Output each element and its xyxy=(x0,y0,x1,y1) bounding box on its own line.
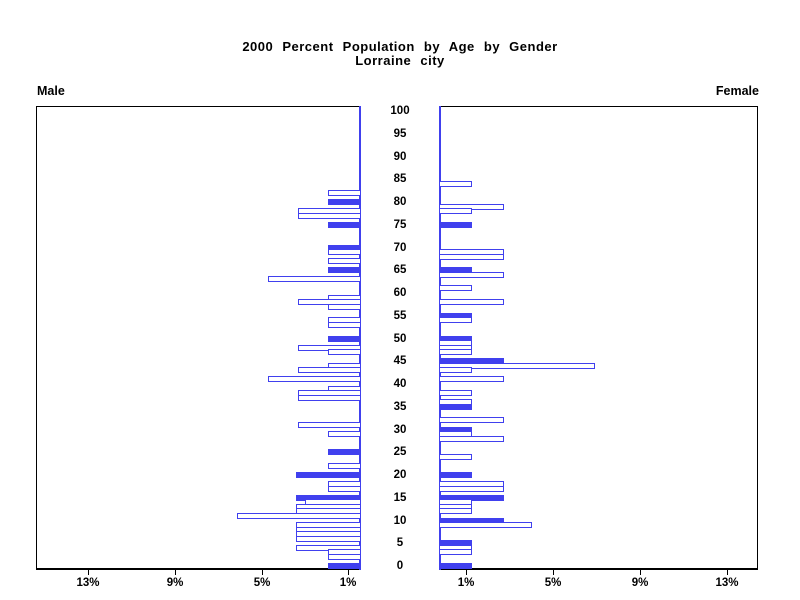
age-tick-label-15: 15 xyxy=(393,491,407,504)
male-axis-tick-1 xyxy=(348,570,349,575)
age-tick-label-0: 0 xyxy=(396,560,404,572)
male-percent-tick-label-9: 9% xyxy=(166,577,184,589)
age-tick-label-75: 75 xyxy=(393,218,407,231)
age-tick-label-90: 90 xyxy=(393,150,407,163)
male-percent-tick-label-5: 5% xyxy=(253,577,271,589)
female-percent-tick-label-5: 5% xyxy=(544,577,562,589)
female-percent-tick-label-9: 9% xyxy=(631,577,649,589)
age-tick-label-80: 80 xyxy=(393,196,407,208)
chart-title: 2000 Percent Population by Age by Gender… xyxy=(0,40,800,68)
male-axis-tick-13 xyxy=(88,570,89,575)
age-tick-label-30: 30 xyxy=(393,423,407,436)
male-percent-tick-label-13: 13% xyxy=(76,577,100,589)
female-percent-tick-label-1: 1% xyxy=(457,577,475,589)
age-tick-label-35: 35 xyxy=(393,400,407,413)
age-tick-label-85: 85 xyxy=(393,173,407,186)
age-tick-label-5: 5 xyxy=(396,537,404,550)
age-tick-label-45: 45 xyxy=(393,355,407,368)
female-side-label: Female xyxy=(715,84,759,98)
chart-title-line2: Lorraine city xyxy=(355,53,445,68)
age-tick-label-50: 50 xyxy=(393,332,407,345)
female-percent-tick-label-13: 13% xyxy=(715,577,739,589)
age-tick-label-70: 70 xyxy=(393,241,407,254)
female-panel xyxy=(439,106,758,570)
female-baseline-axis xyxy=(439,106,441,570)
female-axis-tick-1 xyxy=(466,570,467,575)
female-axis-tick-5 xyxy=(553,570,554,575)
male-axis-tick-9 xyxy=(175,570,176,575)
male-baseline-axis xyxy=(359,106,361,570)
age-tick-label-55: 55 xyxy=(393,309,407,322)
male-side-label: Male xyxy=(37,84,65,98)
age-tick-label-60: 60 xyxy=(393,287,407,299)
chart-title-line1: 2000 Percent Population by Age by Gender xyxy=(242,39,558,54)
male-percent-tick-label-1: 1% xyxy=(339,577,357,589)
age-tick-label-10: 10 xyxy=(393,514,407,527)
male-axis-tick-5 xyxy=(262,570,263,575)
age-tick-label-25: 25 xyxy=(393,446,407,459)
male-panel xyxy=(36,106,361,570)
female-axis-tick-13 xyxy=(727,570,728,575)
age-tick-label-95: 95 xyxy=(393,127,407,140)
age-tick-label-65: 65 xyxy=(393,264,407,277)
age-tick-label-20: 20 xyxy=(393,469,407,481)
age-tick-label-40: 40 xyxy=(393,378,407,390)
age-tick-label-100: 100 xyxy=(390,105,410,117)
female-axis-tick-9 xyxy=(640,570,641,575)
